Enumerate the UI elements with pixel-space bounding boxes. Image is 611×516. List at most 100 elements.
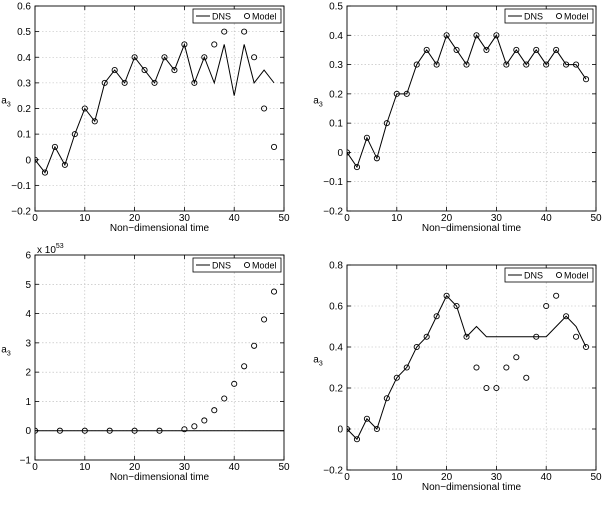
data-point-model (413, 61, 420, 68)
series-line-dns (347, 294, 587, 441)
y-tick-label: −0.2 (11, 207, 31, 218)
data-point-model (347, 149, 351, 156)
data-point-model (443, 32, 450, 39)
y-tick-label: 2 (25, 368, 31, 379)
data-point-model (171, 67, 178, 74)
x-axis-label: Non−dimensional time (422, 223, 522, 234)
data-point-model (270, 143, 278, 150)
data-point-model (353, 164, 361, 171)
data-point-model (483, 384, 490, 392)
data-point-model (533, 46, 540, 53)
data-point-model (201, 417, 208, 424)
data-point-model (433, 61, 440, 68)
x-tick-label: 20 (129, 213, 141, 224)
data-point-model (533, 333, 540, 340)
data-point-model (241, 28, 248, 35)
x-tick-label: 40 (229, 213, 241, 224)
data-point-model (363, 134, 370, 141)
y-axis-label-subscript: 3 (7, 351, 11, 358)
data-point-model (111, 67, 118, 74)
series-dns (347, 34, 587, 169)
y-axis-label-subscript: 3 (7, 102, 11, 109)
legend-label-dns: DNS (212, 12, 231, 22)
y-axis-label-subscript: 3 (319, 361, 323, 368)
y-axis-label-main: a (1, 96, 7, 107)
x-tick-label: 0 (32, 213, 38, 224)
x-axis-label: Non−dimensional time (110, 223, 210, 234)
data-point-model (181, 426, 188, 433)
data-point-model (423, 333, 430, 340)
y-tick-label: 0 (337, 148, 343, 159)
y-tick-label: 0.4 (329, 31, 343, 42)
y-tick-label: 0.3 (329, 60, 343, 71)
legend-label-model: Model (564, 12, 589, 22)
data-point-model (81, 427, 88, 434)
x-tick-label: 10 (391, 213, 403, 224)
data-point-model (582, 343, 590, 351)
y-tick-label: 3 (25, 338, 31, 349)
legend-label-dns: DNS (524, 12, 543, 22)
series-model (35, 288, 278, 434)
x-tick-label: 10 (391, 472, 403, 483)
data-point-model (61, 161, 68, 168)
legend-label-dns: DNS (212, 261, 231, 271)
data-point-model (543, 302, 550, 310)
y-tick-label: 0.4 (329, 343, 343, 354)
data-point-model (231, 380, 238, 387)
y-axis-label: a3 (1, 345, 11, 358)
chart-panel-1: 0 10 20 30 40 50 −0.2 −0.1 0 0.1 0.2 0.3 0.4 0.5 0.6 No… (1, 2, 290, 235)
data-point-model (131, 54, 138, 61)
data-point-model (191, 423, 198, 430)
data-point-model (81, 105, 88, 112)
data-point-model (35, 156, 39, 163)
data-point-model (106, 427, 113, 434)
chart-panel-4: 0 10 20 30 40 50−0.200.20.40.60.8Non−dimensio… (313, 261, 602, 494)
data-point-model (463, 61, 470, 68)
x-tick-label: 0 (32, 462, 38, 473)
data-point-model (251, 54, 258, 61)
data-point-model (373, 425, 380, 433)
data-point-model (181, 41, 188, 48)
data-point-model (121, 79, 128, 86)
y-tick-label: −0.1 (11, 181, 31, 192)
legend: DNS Model (192, 8, 282, 24)
y-tick-label: 0 (25, 426, 31, 437)
x-tick-label: 50 (278, 462, 290, 473)
data-point-model (483, 46, 490, 53)
legend-circle-icon (243, 261, 251, 269)
y-tick-label: −0.1 (323, 177, 343, 188)
legend-label-model: Model (252, 261, 277, 271)
y-axis-label-subscript: 3 (319, 102, 323, 109)
y-tick-label: 0.8 (329, 261, 343, 272)
series-line-dns (35, 42, 275, 174)
legend-circle-icon (243, 12, 251, 20)
x-tick-label: 20 (441, 213, 453, 224)
data-point-model (513, 46, 520, 53)
data-point-model (191, 79, 198, 86)
legend-circle-icon (555, 12, 563, 20)
y-axis-label-main: a (313, 355, 319, 366)
x-axis-label: Non−dimensional time (110, 472, 210, 483)
y-tick-label: −0.2 (323, 466, 343, 477)
data-point-model (201, 54, 208, 61)
legend: DNS Model (504, 267, 594, 283)
y-axis-label-main: a (313, 96, 319, 107)
y-tick-label: 0.1 (329, 119, 343, 130)
y-tick-label: 0 (25, 155, 31, 166)
y-tick-label: −1 (20, 456, 32, 467)
data-point-model (493, 32, 500, 39)
data-point-model (91, 118, 98, 125)
data-point-model (523, 374, 530, 381)
data-point-model (156, 427, 163, 434)
legend-box (504, 8, 594, 24)
series-model (35, 15, 278, 176)
series-dns (35, 42, 275, 174)
x-tick-label: 40 (541, 213, 553, 224)
x-tick-label: 30 (179, 462, 191, 473)
series-line-dns (347, 34, 587, 169)
data-point-model (473, 364, 480, 371)
data-point-model (221, 395, 228, 402)
legend-box (192, 257, 282, 273)
data-point-model (463, 333, 470, 340)
